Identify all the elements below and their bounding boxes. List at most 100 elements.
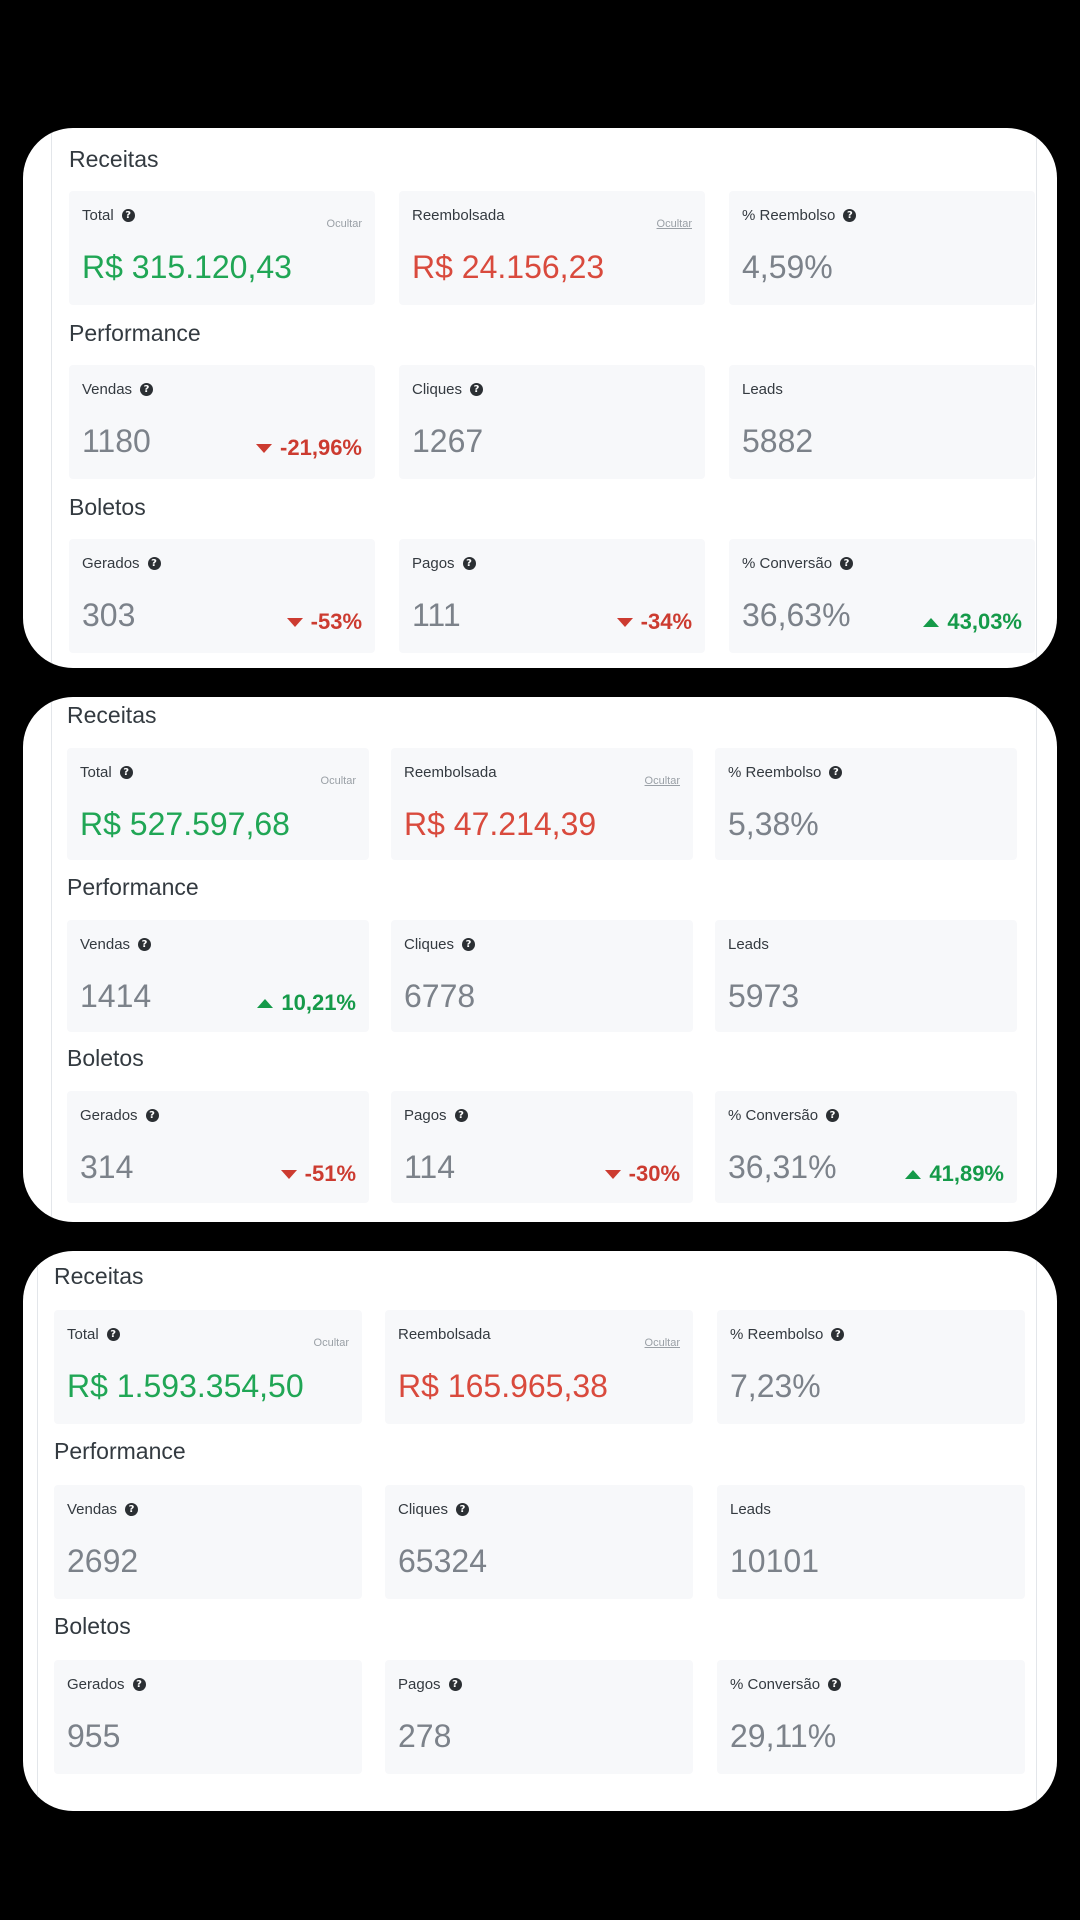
question-circle-icon[interactable]: ? [456, 1503, 470, 1516]
label-text: Pagos [404, 1107, 447, 1124]
card-vendas-label: Vendas? [82, 381, 154, 398]
panel-border-right [1036, 128, 1037, 668]
hide-reembolsada-link[interactable]: Ocultar [644, 775, 680, 787]
total-value: R$ 527.597,68 [80, 806, 290, 842]
gerados-value: 314 [80, 1149, 134, 1185]
card-leads: Leads 5973 [715, 920, 1017, 1032]
dashboard-panel-1: Receitas Total? Ocultar R$ 315.120,43 Re… [23, 128, 1057, 668]
card-leads-label: Leads [742, 381, 783, 398]
question-circle-icon[interactable]: ? [462, 557, 476, 570]
question-circle-icon[interactable]: ? [106, 1328, 120, 1341]
caret-down-icon [280, 1169, 297, 1179]
question-circle-icon[interactable]: ? [840, 557, 854, 570]
card-reembolso-label: % Reembolso? [730, 1326, 845, 1343]
label-text: Total [80, 764, 112, 781]
question-circle-icon[interactable]: ? [147, 557, 161, 570]
question-circle-icon[interactable]: ? [829, 766, 843, 779]
label-text: Vendas [67, 1501, 118, 1518]
label-text: Reembolsada [412, 207, 505, 224]
question-circle-icon[interactable]: ? [454, 1109, 468, 1122]
question-circle-icon[interactable]: ? [831, 1328, 845, 1341]
card-gerados: Gerados? 314 -51% [67, 1091, 369, 1203]
card-pagos-label: Pagos? [412, 555, 476, 572]
card-reembolsada-label: Reembolsada [412, 207, 505, 224]
question-circle-icon[interactable]: ? [145, 1109, 159, 1122]
caret-up-icon [923, 617, 940, 627]
delta-text: 41,89% [929, 1161, 1004, 1186]
question-circle-icon[interactable]: ? [132, 1678, 146, 1691]
label-text: Vendas [82, 381, 133, 398]
vendas-delta: -21,96% [256, 435, 362, 461]
gerados-value: 955 [67, 1718, 121, 1754]
question-circle-icon[interactable]: ? [119, 766, 133, 779]
card-cliques-label: Cliques? [398, 1501, 470, 1518]
delta-text: -34% [640, 609, 692, 634]
label-text: Cliques [398, 1501, 449, 1518]
card-reembolsada: Reembolsada Ocultar R$ 47.214,39 [391, 748, 693, 860]
conversao-value: 36,31% [728, 1149, 837, 1185]
question-circle-icon[interactable]: ? [138, 938, 152, 951]
hide-total-link[interactable]: Ocultar [313, 1337, 349, 1349]
panel-border-left [37, 1251, 38, 1811]
card-pagos-label: Pagos? [398, 1676, 462, 1693]
hide-total-link[interactable]: Ocultar [326, 218, 362, 230]
delta-text: -21,96% [280, 435, 362, 460]
card-reembolsada: Reembolsada Ocultar R$ 24.156,23 [399, 191, 705, 305]
conversao-delta: 43,03% [923, 609, 1022, 635]
vendas-value: 1180 [82, 423, 151, 459]
panel-border-left [51, 697, 52, 1222]
caret-down-icon [256, 443, 273, 453]
dashboard-panel-3: Receitas Total? Ocultar R$ 1.593.354,50 … [23, 1251, 1057, 1811]
label-text: Cliques [404, 936, 455, 953]
label-text: Pagos [398, 1676, 441, 1693]
question-circle-icon[interactable]: ? [125, 1503, 139, 1516]
vendas-value: 1414 [80, 978, 152, 1014]
hide-total-link[interactable]: Ocultar [320, 775, 356, 787]
label-text: Cliques [412, 381, 463, 398]
caret-up-icon [905, 1169, 922, 1179]
reembolso-value: 4,59% [742, 249, 833, 285]
card-reembolsada: Reembolsada Ocultar R$ 165.965,38 [385, 1310, 693, 1424]
card-cliques: Cliques? 1267 [399, 365, 705, 479]
question-circle-icon[interactable]: ? [121, 209, 135, 222]
section-title-performance: Performance [67, 874, 199, 900]
hide-reembolsada-link[interactable]: Ocultar [644, 1337, 680, 1349]
question-circle-icon[interactable]: ? [448, 1678, 462, 1691]
question-circle-icon[interactable]: ? [843, 209, 857, 222]
conversao-delta: 41,89% [905, 1161, 1004, 1187]
reembolsada-value: R$ 47.214,39 [404, 806, 597, 842]
question-circle-icon[interactable]: ? [140, 383, 154, 396]
label-text: Gerados [67, 1676, 125, 1693]
total-value: R$ 1.593.354,50 [67, 1368, 304, 1404]
card-pagos: Pagos? 111 -34% [399, 539, 705, 653]
panel-border-left [51, 128, 52, 668]
hide-reembolsada-link[interactable]: Ocultar [656, 218, 692, 230]
card-cliques: Cliques? 65324 [385, 1485, 693, 1599]
reembolsada-value: R$ 24.156,23 [412, 249, 605, 285]
label-text: Gerados [82, 555, 140, 572]
card-total: Total? Ocultar R$ 527.597,68 [67, 748, 369, 860]
card-gerados: Gerados? 955 [54, 1660, 362, 1774]
gerados-delta: -53% [286, 609, 362, 635]
label-text: Total [67, 1326, 99, 1343]
question-circle-icon[interactable]: ? [470, 383, 484, 396]
label-text: Leads [728, 936, 769, 953]
total-value: R$ 315.120,43 [82, 249, 292, 285]
card-total-label: Total? [80, 764, 133, 781]
card-cliques-label: Cliques? [404, 936, 476, 953]
card-cliques-label: Cliques? [412, 381, 484, 398]
pagos-value: 278 [398, 1718, 452, 1754]
reembolso-value: 7,23% [730, 1368, 821, 1404]
delta-text: -51% [304, 1161, 356, 1186]
question-circle-icon[interactable]: ? [828, 1678, 842, 1691]
gerados-delta: -51% [280, 1161, 356, 1187]
question-circle-icon[interactable]: ? [462, 938, 476, 951]
section-title-performance: Performance [69, 320, 201, 346]
label-text: Reembolsada [398, 1326, 491, 1343]
caret-up-icon [257, 998, 274, 1008]
question-circle-icon[interactable]: ? [826, 1109, 840, 1122]
label-text: % Reembolso [730, 1326, 824, 1343]
card-cliques: Cliques? 6778 [391, 920, 693, 1032]
card-pagos: Pagos? 114 -30% [391, 1091, 693, 1203]
card-pagos-label: Pagos? [404, 1107, 468, 1124]
